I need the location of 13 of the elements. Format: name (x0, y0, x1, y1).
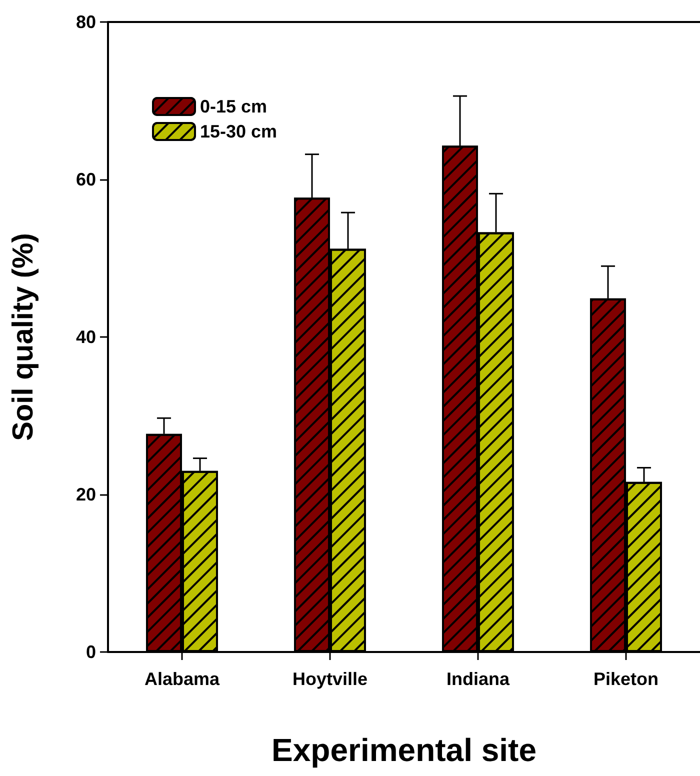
x-tick-label: Indiana (446, 669, 510, 689)
y-axis-title: Soil quality (%) (8, 233, 40, 441)
y-tick-label: 20 (76, 484, 96, 504)
x-tick-label: Hoytville (292, 669, 368, 689)
x-tick-label: Alabama (144, 669, 220, 689)
legend-label: 0-15 cm (200, 96, 268, 116)
legend-label: 15-30 cm (200, 122, 278, 142)
y-tick-label: 40 (76, 327, 96, 347)
y-tick-label: 0 (86, 642, 96, 662)
x-axis-title: Experimental site (272, 732, 536, 768)
x-tick-label: Piketon (593, 669, 659, 689)
y-tick-label: 80 (76, 12, 96, 32)
y-tick-label: 60 (76, 170, 96, 190)
